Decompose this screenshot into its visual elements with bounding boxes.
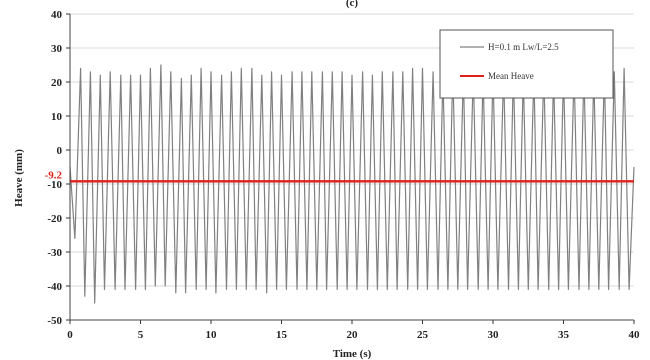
y-tick-label: 30 (51, 43, 63, 55)
x-tick-label: 10 (206, 329, 218, 341)
x-tick-label: 15 (276, 329, 288, 341)
x-tick-label: 30 (488, 329, 500, 341)
x-tick-label: 0 (67, 329, 73, 341)
y-tick-label: -40 (47, 281, 62, 293)
x-tick-label: 35 (558, 329, 570, 341)
y-tick-label: 20 (51, 77, 63, 89)
y-tick-label: -50 (47, 315, 62, 327)
y-tick-label: -30 (47, 247, 62, 259)
y-axis-ticks: -50 -40 -30 -20 -10 0 10 20 30 40 (47, 9, 70, 327)
y-tick-label: -10 (47, 179, 62, 191)
x-tick-label: 25 (417, 329, 429, 341)
legend-box (439, 29, 614, 99)
legend-label-mean: Mean Heave (488, 71, 534, 81)
legend: H=0.1 m Lw/L=2.5 Mean Heave (439, 29, 614, 99)
x-axis-title: Time (s) (333, 348, 372, 360)
heave-signal-line (69, 64, 635, 304)
mean-annotation: -9.2 (45, 169, 63, 181)
x-tick-label: 40 (629, 329, 641, 341)
series-layer (69, 64, 635, 304)
x-axis-ticks: 0 5 10 15 20 25 30 35 40 (67, 320, 640, 341)
y-tick-label: 10 (51, 111, 63, 123)
legend-label-signal: H=0.1 m Lw/L=2.5 (488, 42, 559, 52)
y-tick-label: -20 (47, 213, 62, 225)
panel-label: (c) (346, 0, 359, 9)
x-tick-label: 20 (347, 329, 359, 341)
y-tick-label: 0 (57, 145, 63, 157)
x-tick-label: 5 (138, 329, 144, 341)
y-axis-title: Heave (mm) (13, 149, 25, 207)
axes (69, 14, 634, 321)
y-tick-label: 40 (51, 9, 63, 21)
